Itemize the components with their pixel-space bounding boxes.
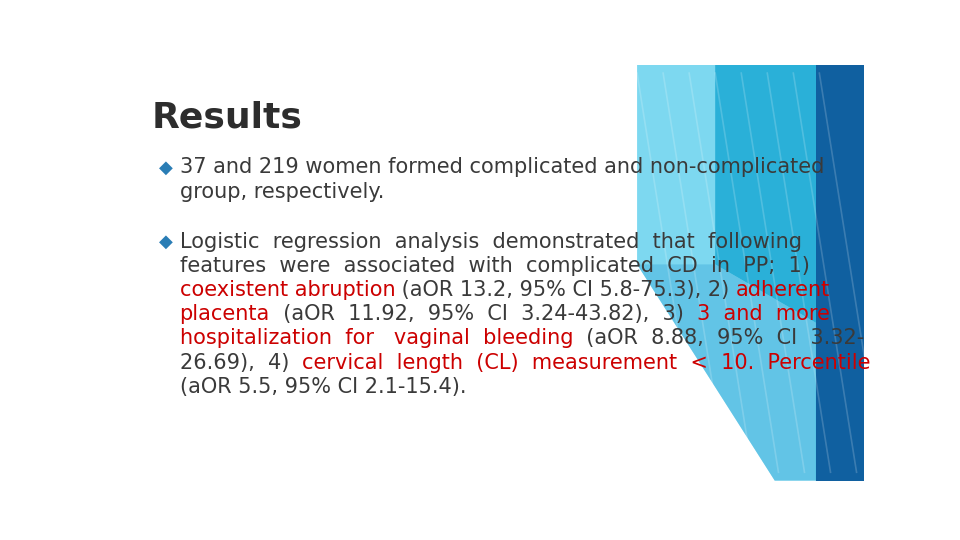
Text: Logistic  regression  analysis  demonstrated  that  following: Logistic regression analysis demonstrate…: [180, 232, 802, 252]
Text: adherent: adherent: [736, 280, 830, 300]
Text: placenta: placenta: [180, 305, 270, 325]
Text: Results: Results: [152, 100, 302, 134]
Text: 37 and 219 women formed complicated and non-complicated: 37 and 219 women formed complicated and …: [180, 157, 824, 177]
Text: (aOR  8.88,  95%  CI  3.32-: (aOR 8.88, 95% CI 3.32-: [573, 328, 864, 348]
Text: coexistent abruption: coexistent abruption: [180, 280, 396, 300]
Polygon shape: [715, 65, 864, 481]
Text: hospitalization  for   vaginal  bleeding: hospitalization for vaginal bleeding: [180, 328, 573, 348]
Text: (aOR 13.2, 95% CI 5.8-75.3), 2): (aOR 13.2, 95% CI 5.8-75.3), 2): [396, 280, 736, 300]
Text: (aOR 5.5, 95% CI 2.1-15.4).: (aOR 5.5, 95% CI 2.1-15.4).: [180, 377, 466, 397]
Polygon shape: [816, 65, 864, 481]
Text: ◆: ◆: [158, 233, 173, 251]
Text: cervical  length  (CL)  measurement  <  10.  Percentile: cervical length (CL) measurement < 10. P…: [302, 353, 871, 373]
Text: 26.69),  4): 26.69), 4): [180, 353, 302, 373]
Text: 3  and  more: 3 and more: [697, 305, 829, 325]
Text: ◆: ◆: [158, 158, 173, 177]
Text: features  were  associated  with  complicated  CD  in  PP;  1): features were associated with complicate…: [180, 256, 809, 276]
Text: (aOR  11.92,  95%  CI  3.24-43.82),  3): (aOR 11.92, 95% CI 3.24-43.82), 3): [270, 305, 697, 325]
Polygon shape: [637, 65, 864, 481]
Text: group, respectively.: group, respectively.: [180, 182, 384, 202]
Polygon shape: [637, 265, 816, 481]
